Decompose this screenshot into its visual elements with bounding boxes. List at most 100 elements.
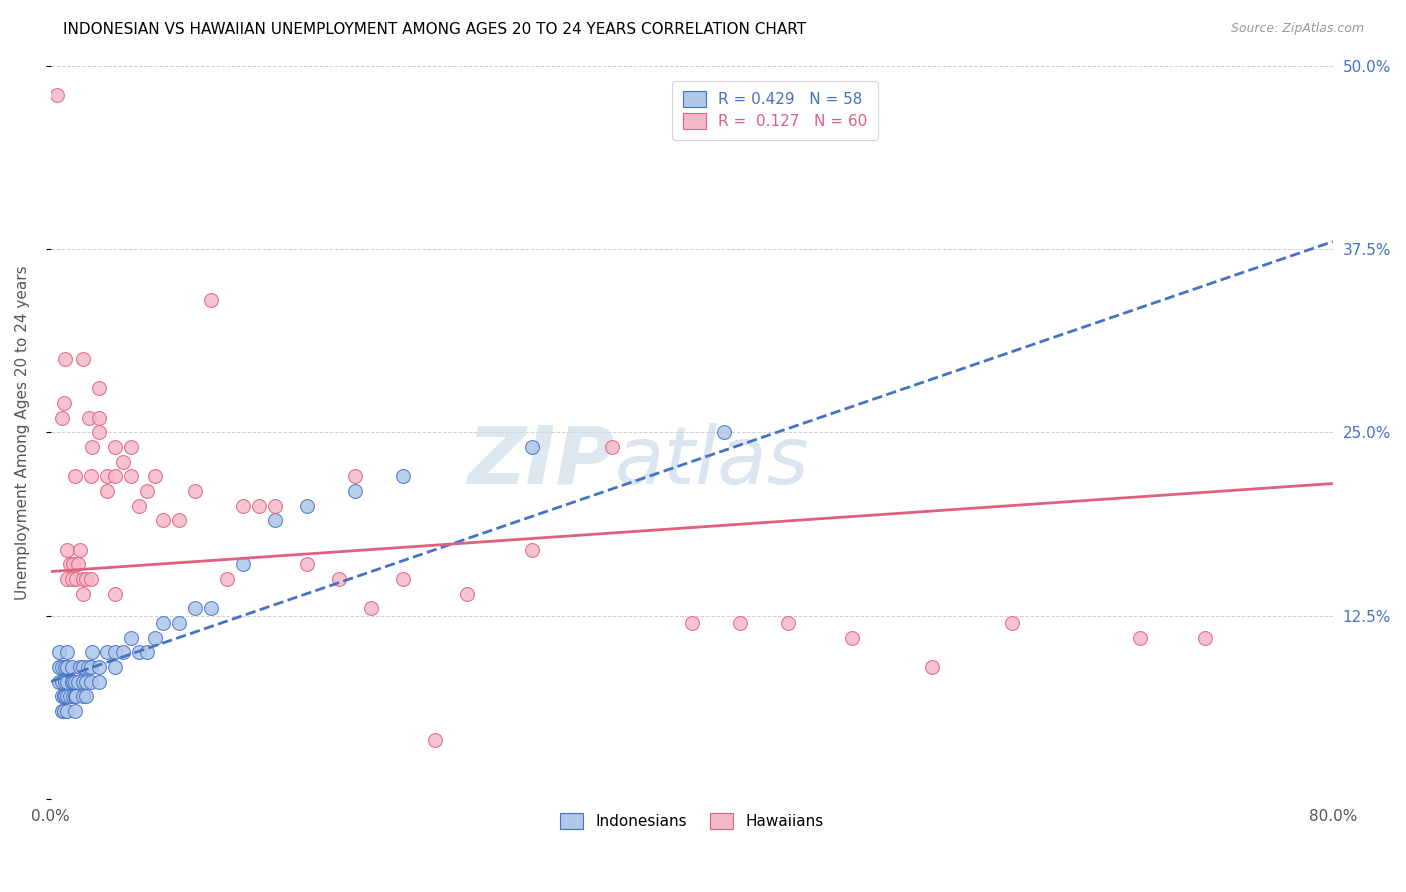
Point xyxy=(67,558,90,572)
Point xyxy=(520,542,543,557)
Point xyxy=(232,499,254,513)
Text: Source: ZipAtlas.com: Source: ZipAtlas.com xyxy=(1230,22,1364,36)
Point xyxy=(96,483,118,498)
Point xyxy=(52,396,75,410)
Point xyxy=(72,586,94,600)
Point xyxy=(600,440,623,454)
Point xyxy=(681,615,703,630)
Point xyxy=(520,440,543,454)
Point xyxy=(232,558,254,572)
Point xyxy=(217,572,239,586)
Point xyxy=(56,689,79,703)
Point xyxy=(344,483,367,498)
Point xyxy=(104,645,127,659)
Point xyxy=(75,674,97,689)
Point xyxy=(72,689,94,703)
Point xyxy=(392,572,415,586)
Point xyxy=(104,469,127,483)
Point xyxy=(104,586,127,600)
Point xyxy=(59,558,82,572)
Point xyxy=(56,645,79,659)
Point xyxy=(87,425,110,440)
Point xyxy=(51,674,73,689)
Point xyxy=(72,572,94,586)
Point xyxy=(120,469,142,483)
Point xyxy=(56,660,79,674)
Point xyxy=(56,674,79,689)
Point xyxy=(713,425,735,440)
Point xyxy=(200,601,222,615)
Point xyxy=(48,674,70,689)
Point xyxy=(1001,615,1024,630)
Point xyxy=(76,660,98,674)
Point xyxy=(425,733,447,747)
Point xyxy=(65,689,87,703)
Point xyxy=(392,469,415,483)
Point xyxy=(264,513,287,527)
Point xyxy=(53,660,76,674)
Text: ZIP: ZIP xyxy=(468,423,614,500)
Point xyxy=(456,586,478,600)
Point xyxy=(69,660,91,674)
Point xyxy=(167,513,190,527)
Point xyxy=(59,689,82,703)
Point xyxy=(65,572,87,586)
Point xyxy=(776,615,799,630)
Point xyxy=(136,645,159,659)
Point xyxy=(297,499,319,513)
Point xyxy=(841,631,863,645)
Point xyxy=(104,440,127,454)
Point xyxy=(360,601,382,615)
Point xyxy=(328,572,350,586)
Point xyxy=(56,542,79,557)
Point xyxy=(152,513,174,527)
Point xyxy=(728,615,751,630)
Point xyxy=(53,689,76,703)
Point xyxy=(200,293,222,308)
Point xyxy=(72,351,94,366)
Point xyxy=(921,660,943,674)
Point xyxy=(62,689,84,703)
Point xyxy=(51,660,73,674)
Point xyxy=(46,87,69,102)
Point xyxy=(52,704,75,718)
Point xyxy=(63,704,86,718)
Point xyxy=(1194,631,1216,645)
Point xyxy=(62,674,84,689)
Point xyxy=(111,454,134,468)
Point xyxy=(111,645,134,659)
Legend: Indonesians, Hawaiians: Indonesians, Hawaiians xyxy=(554,807,830,835)
Point xyxy=(87,381,110,395)
Point xyxy=(184,601,207,615)
Point xyxy=(152,615,174,630)
Point xyxy=(136,483,159,498)
Point xyxy=(120,631,142,645)
Point xyxy=(184,483,207,498)
Point xyxy=(51,410,73,425)
Text: atlas: atlas xyxy=(614,423,810,500)
Point xyxy=(56,572,79,586)
Point xyxy=(82,645,104,659)
Point xyxy=(87,410,110,425)
Point xyxy=(80,469,103,483)
Point xyxy=(1129,631,1152,645)
Point xyxy=(63,689,86,703)
Point xyxy=(143,631,166,645)
Point xyxy=(51,704,73,718)
Point xyxy=(96,469,118,483)
Point xyxy=(60,660,83,674)
Point xyxy=(56,704,79,718)
Point xyxy=(87,674,110,689)
Point xyxy=(344,469,367,483)
Point xyxy=(75,572,97,586)
Point xyxy=(72,660,94,674)
Point xyxy=(79,410,101,425)
Point xyxy=(63,674,86,689)
Point xyxy=(96,645,118,659)
Point xyxy=(67,674,90,689)
Point xyxy=(51,689,73,703)
Point xyxy=(63,469,86,483)
Point xyxy=(80,660,103,674)
Point xyxy=(69,542,91,557)
Point xyxy=(87,660,110,674)
